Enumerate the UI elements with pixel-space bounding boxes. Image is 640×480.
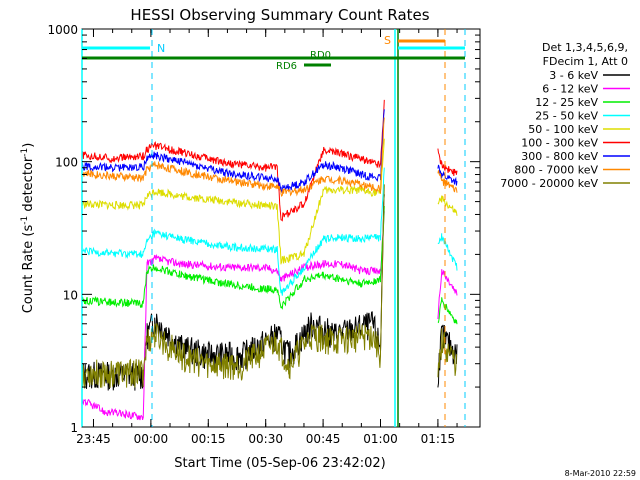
series-line-3	[81, 167, 458, 296]
y-tick-label-0: 1	[70, 421, 78, 435]
legend-label-5: 100 - 300 keV	[521, 137, 598, 150]
series-line-5	[81, 99, 458, 222]
x-tick-label-4: 00:45	[306, 432, 341, 446]
y-axis-label: Count Rate (s-1 detector-1)	[20, 143, 36, 314]
markers	[81, 29, 466, 427]
series-line-4	[81, 138, 458, 265]
rd0-label: RD0	[310, 50, 331, 61]
annotation-bars: N S RD0 RD6	[82, 34, 465, 72]
legend-label-3: 25 - 50 keV	[535, 110, 598, 123]
legend-label-1: 6 - 12 keV	[542, 83, 598, 96]
legend: Det 1,3,4,5,6,9, FDecim 1, Att 0 3 - 6 k…	[500, 41, 630, 190]
x-tick-label-6: 01:15	[421, 432, 456, 446]
x-tick-label-5: 01:00	[363, 432, 398, 446]
legend-label-2: 12 - 25 keV	[535, 96, 598, 109]
rd6-label: RD6	[276, 61, 297, 72]
series-layer	[81, 99, 458, 421]
x-axis-label: Start Time (05-Sep-06 23:42:02)	[174, 456, 385, 471]
series-line-2	[81, 205, 458, 325]
y-tick-label-3: 1000	[47, 23, 78, 37]
x-tick-label-2: 00:15	[191, 432, 226, 446]
n-label: N	[157, 42, 165, 55]
legend-label-0: 3 - 6 keV	[549, 69, 598, 82]
series-line-1	[81, 211, 458, 421]
legend-label-7: 800 - 7000 keV	[514, 164, 598, 177]
series-line-8	[81, 184, 458, 389]
legend-label-6: 300 - 800 keV	[521, 150, 598, 163]
x-tick-label-1: 00:00	[134, 432, 169, 446]
legend-header-2: FDecim 1, Att 0	[543, 55, 628, 68]
chart-title: HESSI Observing Summary Count Rates	[130, 6, 429, 24]
series-line-7	[81, 117, 458, 197]
y-tick-label-2: 100	[55, 156, 78, 170]
y-tick-label-1: 10	[63, 288, 78, 302]
legend-label-8: 7000 - 20000 keV	[500, 177, 598, 190]
legend-header-1: Det 1,3,4,5,6,9,	[542, 41, 628, 54]
x-tick-label-0: 23:45	[76, 432, 111, 446]
s-label: S	[384, 34, 391, 47]
axes: 23:45 00:00 00:15 00:30 00:45 01:00 01:15 1 10 10…	[47, 23, 480, 446]
footer-date: 8-Mar-2010 22:59	[565, 469, 636, 478]
x-tick-label-3: 00:30	[248, 432, 283, 446]
legend-label-4: 50 - 100 keV	[528, 123, 598, 136]
